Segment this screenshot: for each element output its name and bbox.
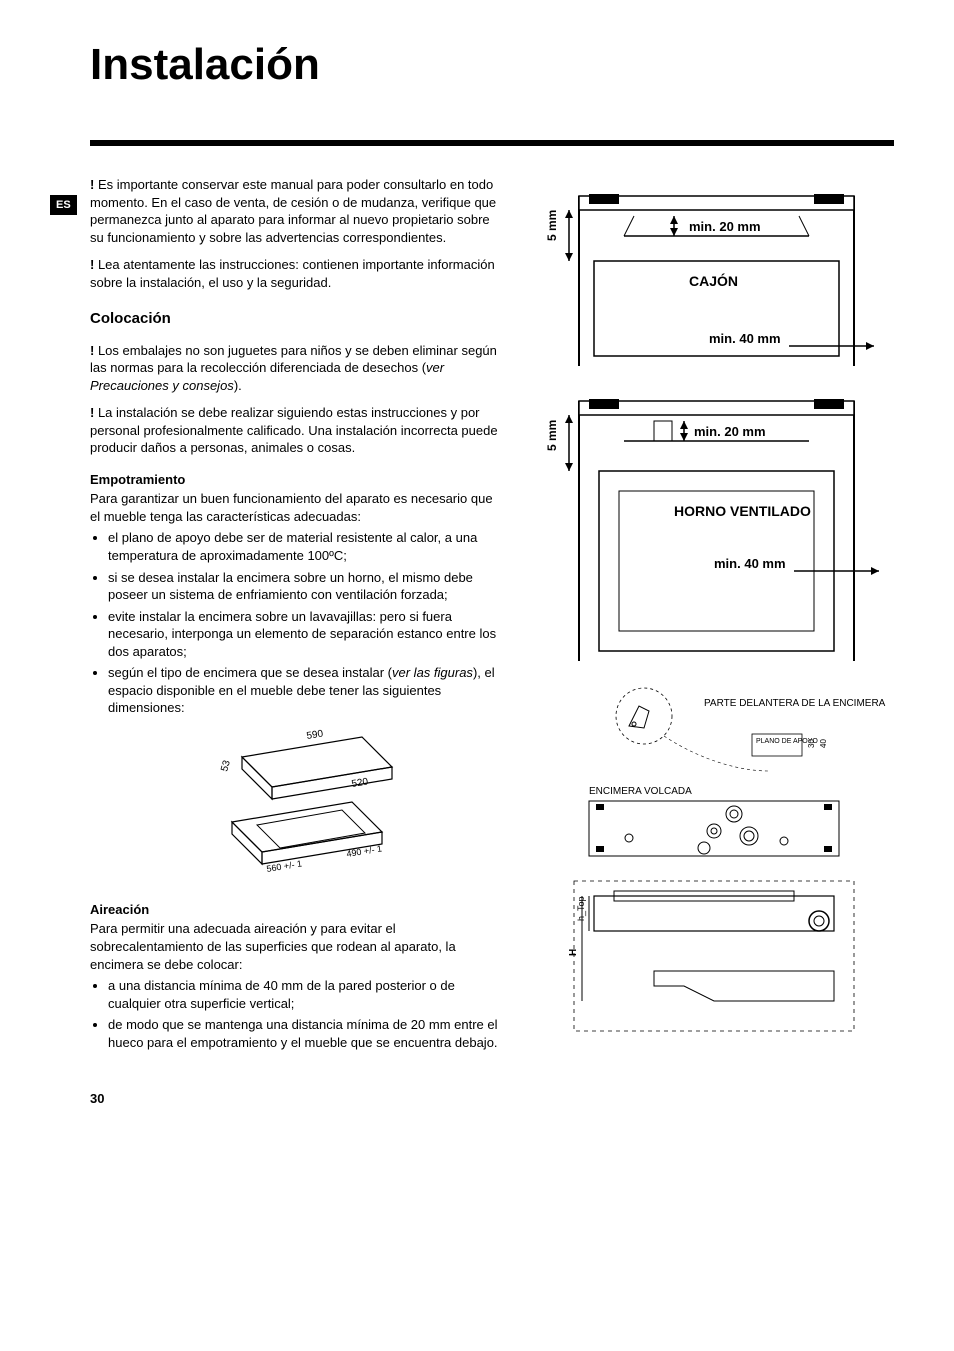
- svg-text:560 +/- 1: 560 +/- 1: [266, 858, 303, 873]
- cajon-diagram: 5 mm min. 20 mm CAJÓN min. 40 mm: [534, 176, 894, 376]
- svg-text:min. 40 mm: min. 40 mm: [714, 556, 786, 571]
- list-item: de modo que se mantenga una distancia mí…: [108, 1016, 504, 1051]
- right-column: 5 mm min. 20 mm CAJÓN min. 40 mm: [534, 176, 894, 1061]
- list-item: si se desea instalar la encimera sobre u…: [108, 569, 504, 604]
- page-number: 30: [90, 1091, 894, 1106]
- dimension-figure: 590 520 53 560 +/- 1 490 +/- 1: [172, 727, 422, 887]
- list-item: según el tipo de encimera que se desea i…: [108, 664, 504, 717]
- svg-text:490 +/- 1: 490 +/- 1: [346, 843, 383, 858]
- svg-text:520: 520: [351, 776, 370, 790]
- svg-text:5 mm: 5 mm: [545, 210, 559, 241]
- intro-paragraph-1: ! Es importante conservar este manual pa…: [90, 176, 504, 246]
- svg-text:PARTE DELANTERA DE LA ENCIMERA: PARTE DELANTERA DE LA ENCIMERA: [704, 698, 886, 709]
- intro-paragraph-2: ! Lea atentamente las instrucciones: con…: [90, 256, 504, 291]
- svg-text:40: 40: [819, 739, 828, 748]
- side-section-diagram: h_Top H: [534, 871, 894, 1041]
- svg-text:h_Top: h_Top: [576, 896, 586, 921]
- colocacion-p2: ! La instalación se debe realizar siguie…: [90, 404, 504, 457]
- svg-text:ENCIMERA VOLCADA: ENCIMERA VOLCADA: [589, 786, 692, 797]
- colocacion-p1: ! Los embalajes no son juguetes para niñ…: [90, 342, 504, 395]
- svg-text:min. 40 mm: min. 40 mm: [709, 331, 781, 346]
- svg-text:590: 590: [306, 728, 325, 742]
- heading-aireacion: Aireación: [90, 901, 504, 919]
- list-item: a una distancia mínima de 40 mm de la pa…: [108, 977, 504, 1012]
- svg-text:H: H: [568, 949, 579, 956]
- page-title: Instalación: [90, 40, 894, 90]
- svg-text:30: 30: [807, 739, 816, 748]
- svg-text:min. 20 mm: min. 20 mm: [689, 219, 761, 234]
- language-badge: ES: [50, 195, 77, 215]
- svg-text:5 mm: 5 mm: [545, 420, 559, 451]
- heading-colocacion: Colocación: [90, 309, 504, 329]
- left-column: ! Es importante conservar este manual pa…: [90, 176, 504, 1061]
- horno-diagram: 5 mm min. 20 mm HORNO VENTILADO min. 40 …: [534, 381, 894, 671]
- svg-text:min. 20 mm: min. 20 mm: [694, 424, 766, 439]
- svg-text:CAJÓN: CAJÓN: [689, 272, 738, 289]
- svg-text:53: 53: [219, 759, 233, 773]
- heading-empotramiento: Empotramiento: [90, 471, 504, 489]
- svg-text:HORNO VENTILADO: HORNO VENTILADO: [674, 503, 811, 519]
- bracket-diagram: PARTE DELANTERA DE LA ENCIMERA PLANO DE …: [534, 676, 894, 866]
- empotramiento-list: el plano de apoyo debe ser de material r…: [90, 529, 504, 716]
- intro-text-2: Lea atentamente las instrucciones: conti…: [90, 257, 495, 290]
- aireacion-intro: Para permitir una adecuada aireación y p…: [90, 920, 504, 973]
- empotramiento-intro: Para garantizar un buen funcionamiento d…: [90, 490, 504, 525]
- horizontal-rule: [90, 140, 894, 146]
- aireacion-list: a una distancia mínima de 40 mm de la pa…: [90, 977, 504, 1051]
- intro-text-1: Es importante conservar este manual para…: [90, 177, 496, 245]
- list-item: el plano de apoyo debe ser de material r…: [108, 529, 504, 564]
- list-item: evite instalar la encimera sobre un lava…: [108, 608, 504, 661]
